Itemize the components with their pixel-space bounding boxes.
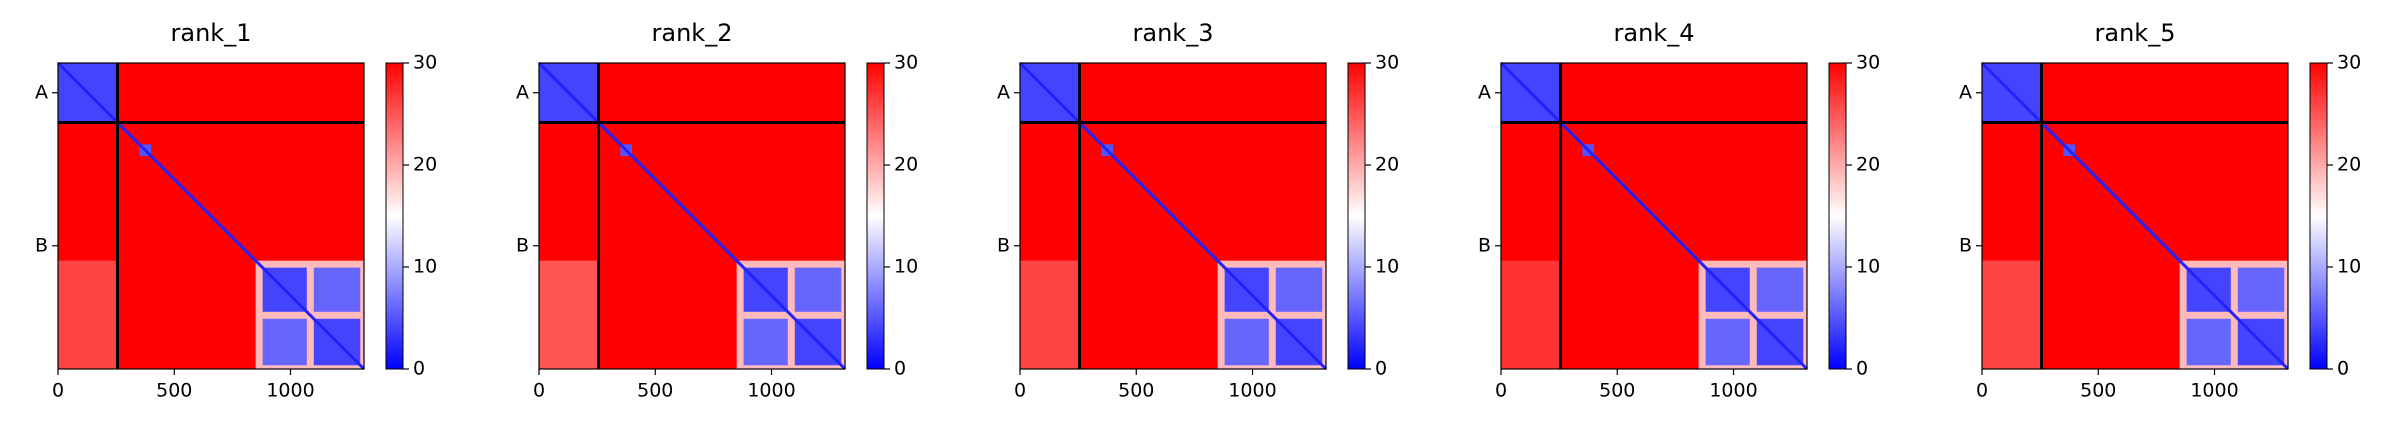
- colorbar-tick-label: 20: [2337, 154, 2361, 176]
- colorbar: [1828, 62, 1847, 370]
- x-tick-label: 0: [1014, 380, 1026, 402]
- axes-frame: [1500, 62, 1808, 370]
- axes-frame: [57, 62, 365, 370]
- heatmap-region: [1020, 260, 1080, 369]
- y-tick-label: A: [997, 81, 1010, 103]
- panel: rank_3 0 500 1000 A B 0 10 20 30: [997, 19, 1399, 402]
- panel: rank_1 0 500 1000 A B 0 10 20 30: [35, 19, 437, 402]
- diagonal: [1018, 61, 1328, 371]
- colorbar-tick-label: 0: [413, 358, 425, 380]
- x-tick-label: 500: [1118, 380, 1154, 402]
- heatmap-region: [794, 267, 842, 312]
- x-tick-label: 1000: [747, 380, 795, 402]
- heatmap-region: [743, 318, 788, 366]
- heatmap-region: [1501, 260, 1561, 369]
- colorbar-tick-label: 30: [413, 52, 437, 74]
- axes-frame: [1019, 62, 1327, 370]
- diagonal: [56, 61, 366, 371]
- colorbar: [2309, 62, 2328, 370]
- diagonal: [1980, 61, 2290, 371]
- heatmap-region: [1224, 318, 1269, 366]
- colorbar-tick-label: 10: [1375, 256, 1399, 278]
- x-tick-label: 500: [156, 380, 192, 402]
- heatmap-region: [1705, 318, 1750, 366]
- x-tick-label: 0: [1976, 380, 1988, 402]
- x-tick-label: 0: [1495, 380, 1507, 402]
- heatmap-region: [1275, 267, 1323, 312]
- colorbar-tick-label: 20: [1375, 154, 1399, 176]
- heatmap-region: [2186, 318, 2231, 366]
- y-tick-label: A: [1959, 81, 1972, 103]
- colorbar-tick-label: 20: [413, 154, 437, 176]
- y-tick-label: A: [516, 81, 529, 103]
- x-tick-label: 0: [52, 380, 64, 402]
- heatmap-region: [1982, 260, 2042, 369]
- x-tick-label: 500: [1599, 380, 1635, 402]
- y-tick-label: B: [35, 234, 48, 256]
- colorbar: [1347, 62, 1366, 370]
- colorbar-tick-label: 10: [1856, 256, 1880, 278]
- colorbar-tick-label: 0: [1375, 358, 1387, 380]
- heatmap-region: [539, 260, 599, 369]
- colorbar-tick-label: 0: [2337, 358, 2349, 380]
- colorbar: [866, 62, 885, 370]
- colorbar: [385, 62, 404, 370]
- colorbar-tick-label: 30: [2337, 52, 2361, 74]
- heatmap-region: [1756, 267, 1804, 312]
- heatmap-region: [262, 318, 307, 366]
- chart-title: rank_1: [171, 19, 252, 47]
- heatmap-region: [58, 260, 118, 369]
- panel: rank_4 0 500 1000 A B 0 10 20 30: [1478, 19, 1880, 402]
- x-tick-label: 0: [533, 380, 545, 402]
- chart-title: rank_4: [1614, 19, 1695, 47]
- x-tick-label: 1000: [1709, 380, 1757, 402]
- colorbar-tick-label: 30: [1856, 52, 1880, 74]
- y-tick-label: A: [35, 81, 48, 103]
- colorbar-tick-label: 0: [1856, 358, 1868, 380]
- chart-title: rank_5: [2095, 19, 2176, 47]
- colorbar-tick-label: 10: [2337, 256, 2361, 278]
- panel: rank_5 0 500 1000 A B 0 10 20 30: [1959, 19, 2361, 402]
- colorbar-tick-label: 20: [1856, 154, 1880, 176]
- y-tick-label: A: [1478, 81, 1491, 103]
- chart-title: rank_3: [1133, 19, 1214, 47]
- colorbar-tick-label: 30: [1375, 52, 1399, 74]
- y-tick-label: B: [1478, 234, 1491, 256]
- colorbar-tick-label: 0: [894, 358, 906, 380]
- colorbar-tick-label: 20: [894, 154, 918, 176]
- diagonal: [537, 61, 847, 371]
- panel: rank_2 0 500 1000 A B 0 10 20 30: [516, 19, 918, 402]
- colorbar-tick-label: 10: [413, 256, 437, 278]
- colorbar-tick-label: 30: [894, 52, 918, 74]
- y-tick-label: B: [516, 234, 529, 256]
- heatmap-region: [313, 267, 361, 312]
- x-tick-label: 1000: [266, 380, 314, 402]
- chart-title: rank_2: [652, 19, 733, 47]
- colorbar-tick-label: 10: [894, 256, 918, 278]
- y-tick-label: B: [1959, 234, 1972, 256]
- x-tick-label: 1000: [1228, 380, 1276, 402]
- axes-frame: [1981, 62, 2289, 370]
- x-tick-label: 500: [2080, 380, 2116, 402]
- heatmap-region: [2237, 267, 2285, 312]
- x-tick-label: 500: [637, 380, 673, 402]
- axes-frame: [538, 62, 846, 370]
- y-tick-label: B: [997, 234, 1010, 256]
- diagonal: [1499, 61, 1809, 371]
- x-tick-label: 1000: [2190, 380, 2238, 402]
